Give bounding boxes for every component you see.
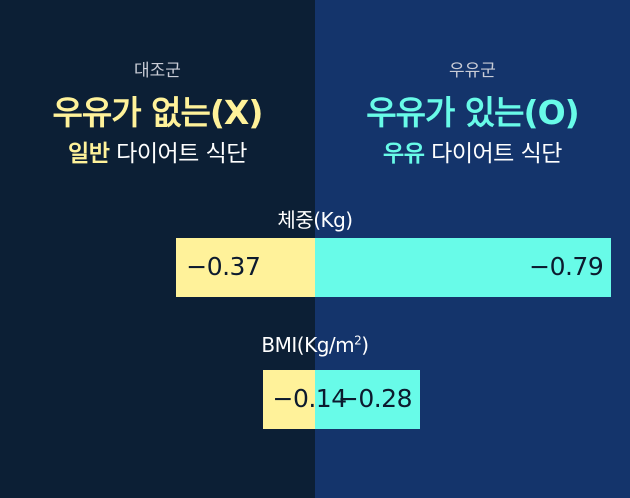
bmi-chart-title: BMI(Kg/m2) bbox=[0, 333, 630, 357]
control-group-label: 대조군 bbox=[134, 61, 181, 81]
milk-group-subtitle: 우유 다이어트 식단 bbox=[315, 134, 630, 168]
bmi-label-milk: −0.28 bbox=[337, 383, 413, 413]
milk-group-subtitle-rest: 다이어트 식단 bbox=[424, 141, 562, 167]
weight-label-control: −0.37 bbox=[186, 251, 261, 281]
bmi-title-close: ) bbox=[361, 333, 369, 357]
bmi-title-sup: 2 bbox=[354, 333, 362, 348]
weight-chart-title: 체중(Kg) bbox=[277, 208, 353, 232]
bmi-label-control: −0.14 bbox=[272, 383, 348, 413]
milk-group-title: 우유가 있는(O) bbox=[366, 93, 580, 132]
control-group-subtitle-bold: 일반 bbox=[68, 141, 110, 167]
weight-bar-milk bbox=[315, 238, 612, 297]
milk-group-subtitle-bold: 우유 bbox=[383, 141, 425, 167]
control-group-title: 우유가 없는(X) bbox=[52, 93, 264, 132]
bmi-bar-milk bbox=[315, 370, 420, 429]
bmi-bar-control bbox=[262, 370, 315, 429]
milk-group-label: 우유군 bbox=[449, 61, 496, 81]
weight-bar-control bbox=[176, 238, 315, 297]
weight-label-milk: −0.79 bbox=[529, 251, 604, 281]
control-group-subtitle-rest: 다이어트 식단 bbox=[109, 141, 247, 167]
control-group-subtitle: 일반 다이어트 식단 bbox=[0, 134, 315, 168]
bmi-title-base: BMI(Kg/m bbox=[261, 333, 355, 357]
